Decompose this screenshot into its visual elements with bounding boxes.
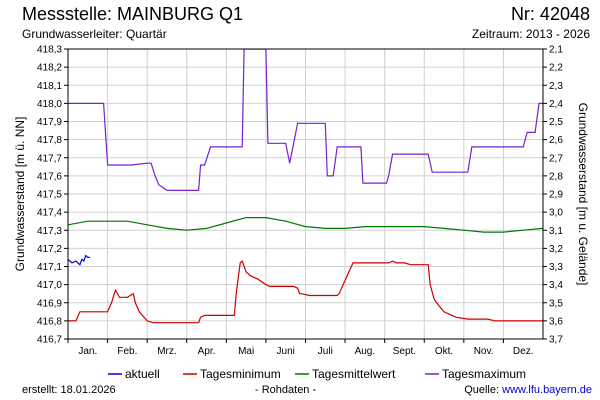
x-tick-label: Aug. bbox=[355, 346, 376, 357]
chart-grid bbox=[68, 49, 543, 339]
created-date: erstellt: 18.01.2026 bbox=[22, 384, 116, 396]
y-tick-label-right: 2,2 bbox=[549, 63, 563, 74]
x-tick-label: Mrz. bbox=[157, 346, 176, 357]
series-line-tagesmittelwert bbox=[68, 217, 543, 233]
y-axis-label-left: Grundwasserstand [m ü. NN] bbox=[13, 117, 27, 272]
y-tick-label-left: 416,9 bbox=[37, 298, 62, 309]
y-tick-label-left: 418,1 bbox=[37, 81, 62, 92]
x-tick-label: Juni bbox=[277, 346, 295, 357]
y-tick-label-right: 3,0 bbox=[549, 208, 563, 219]
raw-data-note: - Rohdaten - bbox=[255, 384, 317, 396]
x-tick-label: Sept. bbox=[393, 346, 416, 357]
series-line-tagesmaximum bbox=[68, 49, 543, 191]
x-tick-label: Feb. bbox=[117, 346, 137, 357]
y-tick-label-right: 2,1 bbox=[549, 45, 563, 56]
source-label: Quelle: bbox=[464, 384, 503, 396]
y-tick-label-right: 3,2 bbox=[549, 244, 563, 255]
y-tick-label-right: 2,9 bbox=[549, 190, 563, 201]
y-tick-label-left: 418,0 bbox=[37, 99, 62, 110]
y-tick-label-left: 417,1 bbox=[37, 262, 62, 273]
y-tick-label-left: 418,3 bbox=[37, 45, 62, 56]
source: Quelle: www.lfu.bayern.de bbox=[464, 384, 592, 396]
legend-label: Tagesmittelwert bbox=[312, 367, 396, 381]
y-tick-label-right: 3,3 bbox=[549, 262, 563, 273]
source-link[interactable]: www.lfu.bayern.de bbox=[502, 384, 592, 396]
y-tick-label-left: 417,9 bbox=[37, 117, 62, 128]
y-tick-label-left: 417,7 bbox=[37, 153, 62, 164]
x-tick-label: Dez. bbox=[513, 346, 534, 357]
x-axis: Jan. Feb. Mrz. Apr. Mai Juni Juli Aug. Sept. Okt.… bbox=[67, 339, 534, 357]
y-tick-label-right: 2,8 bbox=[549, 171, 563, 182]
y-tick-label-right: 2,7 bbox=[549, 153, 563, 164]
x-tick-label: Apr. bbox=[198, 346, 216, 357]
y-tick-label-left: 417,4 bbox=[37, 208, 62, 219]
y-tick-label-left: 416,8 bbox=[37, 316, 62, 327]
y-tick-label-right: 3,7 bbox=[549, 335, 563, 346]
legend-label: Tagesmaximum bbox=[442, 367, 526, 381]
legend-label: Tagesminimum bbox=[200, 367, 281, 381]
station-title: Messstelle: MAINBURG Q1 bbox=[22, 4, 244, 24]
y-axis-left: 416,7 416,8 416,9 417,0 417,1 417,2 417,3 417,4… bbox=[37, 45, 68, 346]
y-axis-right: 3,7 3,6 3,5 3,4 3,3 3,2 3,1 3,0 2,9 2,8 2,7 2,6 2,5 2… bbox=[543, 45, 563, 346]
y-tick-label-right: 2,5 bbox=[549, 117, 563, 128]
x-tick-label: Jan. bbox=[78, 346, 97, 357]
y-tick-label-right: 3,6 bbox=[549, 316, 563, 327]
y-tick-label-left: 417,5 bbox=[37, 190, 62, 201]
aquifer-label: Grundwasserleiter: Quartär bbox=[22, 27, 167, 41]
x-tick-label: Juli bbox=[318, 346, 333, 357]
y-tick-label-right: 2,4 bbox=[549, 99, 563, 110]
y-tick-label-right: 2,3 bbox=[549, 81, 563, 92]
y-axis-label-right: Grundwasserstand [m u. Gelände] bbox=[576, 103, 590, 286]
y-tick-label-left: 417,8 bbox=[37, 135, 62, 146]
x-tick-label: Okt. bbox=[435, 346, 453, 357]
chart-series bbox=[68, 49, 543, 324]
station-number: Nr: 42048 bbox=[510, 4, 590, 24]
y-tick-label-left: 416,7 bbox=[37, 335, 62, 346]
y-tick-label-left: 417,2 bbox=[37, 244, 62, 255]
y-tick-label-right: 3,1 bbox=[549, 226, 563, 237]
chart-legend: aktuell Tagesminimum Tagesmittelwert Tagesm… bbox=[108, 367, 526, 381]
y-tick-label-left: 417,0 bbox=[37, 280, 62, 291]
series-line-aktuell bbox=[68, 254, 90, 266]
y-tick-label-left: 417,6 bbox=[37, 171, 62, 182]
y-tick-label-right: 3,5 bbox=[549, 298, 563, 309]
y-tick-label-left: 417,3 bbox=[37, 226, 62, 237]
period-label: Zeitraum: 2013 - 2026 bbox=[471, 27, 590, 41]
y-tick-label-right: 2,6 bbox=[549, 135, 563, 146]
x-tick-label: Mai bbox=[238, 346, 254, 357]
x-tick-label: Nov. bbox=[474, 346, 494, 357]
series-line-tagesminimum bbox=[68, 260, 543, 324]
legend-label: aktuell bbox=[125, 367, 160, 381]
y-tick-label-left: 418,2 bbox=[37, 63, 62, 74]
y-tick-label-right: 3,4 bbox=[549, 280, 563, 291]
